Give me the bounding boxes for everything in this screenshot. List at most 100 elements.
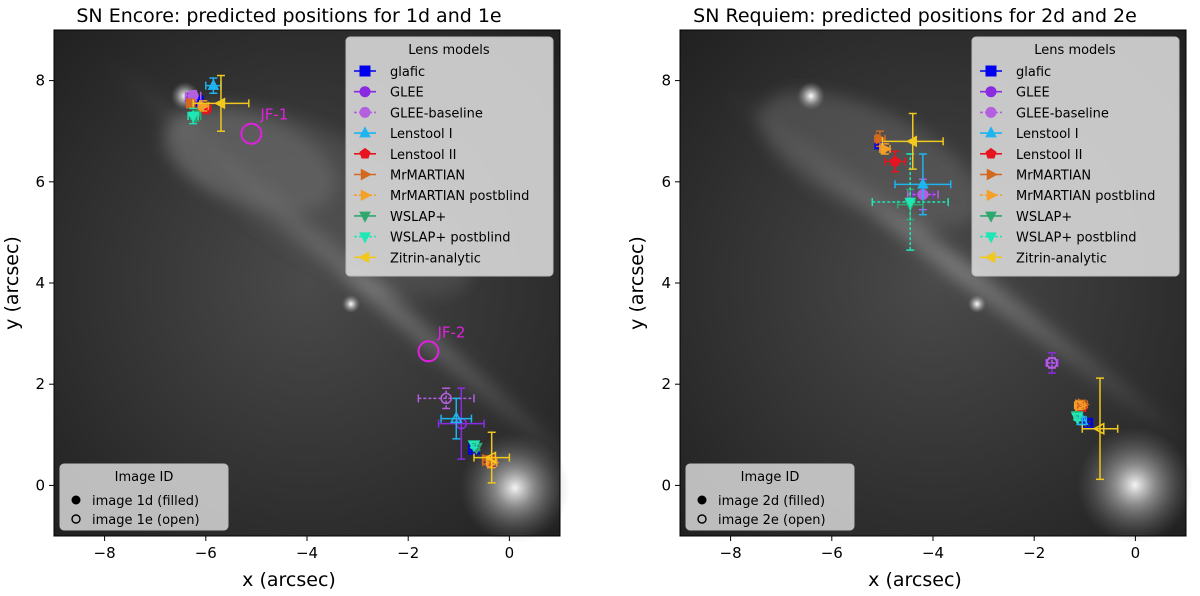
legend-marker-mrmartian xyxy=(986,168,998,181)
legend-marker-wslap-postblind xyxy=(985,232,997,244)
annotation-circle xyxy=(240,122,263,145)
legend-label-wslap-postblind: WSLAP+ postblind xyxy=(390,231,510,246)
legend-label-glee: GLEE xyxy=(390,86,424,101)
data-point-zitrin-analytic-d xyxy=(881,112,944,170)
legend-label-glafic: glafic xyxy=(390,65,425,80)
open-marker-icon xyxy=(697,514,707,524)
data-point-zitrin-analytic-e xyxy=(1081,377,1119,481)
legend-marker-glafic xyxy=(359,65,371,77)
y-axis-label: y (arcsec) xyxy=(626,236,648,330)
legend-label-glafic: glafic xyxy=(1016,65,1051,80)
legend-label-mrmartian-postblind: MrMARTIAN postblind xyxy=(1016,189,1155,204)
marker-mrmartian-postblind xyxy=(487,456,500,469)
image-legend-open: image 1e (open) xyxy=(92,513,200,528)
marker-mrmartian xyxy=(875,132,887,145)
legend-marker-lenstool-i xyxy=(985,126,997,138)
y-axis: 0 2 4 6 8 xyxy=(661,72,680,494)
y-tick-label: 0 xyxy=(661,476,671,494)
x-tick-label: −4 xyxy=(296,544,318,562)
legend-marker-wslap-postblind xyxy=(359,232,371,244)
annotation-circle xyxy=(417,340,440,363)
legend-label-lenstool-ii: Lenstool II xyxy=(390,148,456,163)
annotation-label: JF-1 xyxy=(259,106,288,124)
marker-glee-baseline xyxy=(1046,357,1058,369)
marker-zitrin-analytic xyxy=(484,451,497,464)
marker-wslap-postblind xyxy=(467,440,481,453)
annotation-label: JF-2 xyxy=(436,323,465,341)
filled-marker-icon xyxy=(697,495,707,505)
legend-marker-glee-baseline xyxy=(985,106,997,118)
marker-lenstool-i xyxy=(917,177,929,189)
y-tick-label: 2 xyxy=(35,375,45,393)
annotations-left: JF-1 JF-2 xyxy=(240,106,465,363)
image-legend-open: image 2e (open) xyxy=(718,513,826,528)
marker-zitrin-analytic xyxy=(1092,422,1105,436)
panel-right: SN Requiem: predicted positions for 2d a… xyxy=(626,5,1200,591)
x-tick-label: −8 xyxy=(720,544,742,562)
plot-background xyxy=(680,30,1200,543)
legend-label-wslap-postblind: WSLAP+ postblind xyxy=(1016,231,1136,246)
legend-image-id: Image ID image 1d (filled) image 1e (ope… xyxy=(59,463,229,531)
image-legend-filled: image 1d (filled) xyxy=(92,494,199,509)
x-tick-label: −6 xyxy=(195,544,217,562)
legend-marker-mrmartian-postblind xyxy=(360,189,372,202)
legend-models: Lens models glafic GLEE GLEE-baseline Lensto… xyxy=(971,36,1180,277)
legend-marker-mrmartian-postblind xyxy=(986,189,998,202)
x-tick-label: 0 xyxy=(1131,544,1141,562)
data-point-mrmartian-d xyxy=(185,97,198,110)
points-left xyxy=(184,74,511,484)
marker-wslap-postblind xyxy=(187,111,199,123)
x-tick-label: −2 xyxy=(1023,544,1045,562)
data-point-mrmartian-postblind-e xyxy=(1073,399,1088,412)
legend-box xyxy=(345,36,554,277)
legend-title: Lens models xyxy=(1034,43,1116,58)
legend-marker-glee-baseline xyxy=(359,106,371,118)
x-tick-label: −6 xyxy=(821,544,843,562)
image-legend-title: Image ID xyxy=(115,470,174,485)
y-tick-label: 8 xyxy=(35,72,45,90)
data-point-mrmartian-postblind-d xyxy=(879,143,892,155)
data-point-wslap-postblind-e xyxy=(467,440,481,453)
marker-zitrin-analytic xyxy=(214,97,226,110)
marker-glee-baseline xyxy=(440,392,452,405)
marker-mrmartian-postblind xyxy=(880,143,892,155)
y-tick-label: 0 xyxy=(35,476,45,494)
y-axis-label: y (arcsec) xyxy=(1,236,23,330)
marker-mrmartian-postblind xyxy=(1075,399,1088,412)
x-tick-label: −2 xyxy=(397,544,419,562)
x-axis: −8 −6 −4 −2 0 xyxy=(720,536,1141,562)
x-axis-label: x (arcsec) xyxy=(868,569,962,591)
data-point-glee-baseline-e xyxy=(1046,357,1058,369)
legend-label-wslap: WSLAP+ xyxy=(390,210,446,225)
data-point-zitrin-analytic-e xyxy=(473,431,511,484)
image-legend-title: Image ID xyxy=(741,470,800,485)
data-point-lenstool-ii-d xyxy=(884,150,906,173)
x-axis-label: x (arcsec) xyxy=(242,569,336,591)
y-tick-label: 8 xyxy=(661,72,671,90)
legend-label-lenstool-i: Lenstool I xyxy=(390,127,453,142)
legend-marker-wslap xyxy=(359,211,371,223)
panel-left: SN Encore: predicted positions for 1d an… xyxy=(1,5,617,591)
chart-title: SN Encore: predicted positions for 1d an… xyxy=(76,5,501,27)
x-tick-label: −4 xyxy=(922,544,944,562)
legend-marker-glee xyxy=(985,86,997,98)
data-point-wslap-postblind-e xyxy=(1070,412,1084,425)
legend-image-id: Image ID image 2d (filled) image 2e (ope… xyxy=(685,463,855,531)
image-legend-filled: image 2d (filled) xyxy=(718,494,825,509)
marker-lenstool-i xyxy=(449,411,463,424)
y-axis: 0 2 4 6 8 xyxy=(35,72,54,494)
legend-label-mrmartian-postblind: MrMARTIAN postblind xyxy=(390,189,529,204)
legend-label-glee-baseline: GLEE-baseline xyxy=(1016,106,1109,121)
x-axis: −8 −6 −4 −2 0 xyxy=(94,536,514,562)
legend-label-lenstool-i: Lenstool I xyxy=(1016,127,1079,142)
legend-label-glee: GLEE xyxy=(1016,86,1050,101)
marker-wslap-postblind xyxy=(904,197,917,209)
legend-label-lenstool-ii: Lenstool II xyxy=(1016,148,1082,163)
legend-marker-glee xyxy=(359,86,371,98)
legend-label-glee-baseline: GLEE-baseline xyxy=(390,106,483,121)
legend-marker-lenstool-i xyxy=(359,126,371,138)
marker-lenstool-ii xyxy=(889,155,901,167)
legend-label-zitrin-analytic: Zitrin-analytic xyxy=(390,251,481,266)
legend-box xyxy=(971,36,1180,277)
